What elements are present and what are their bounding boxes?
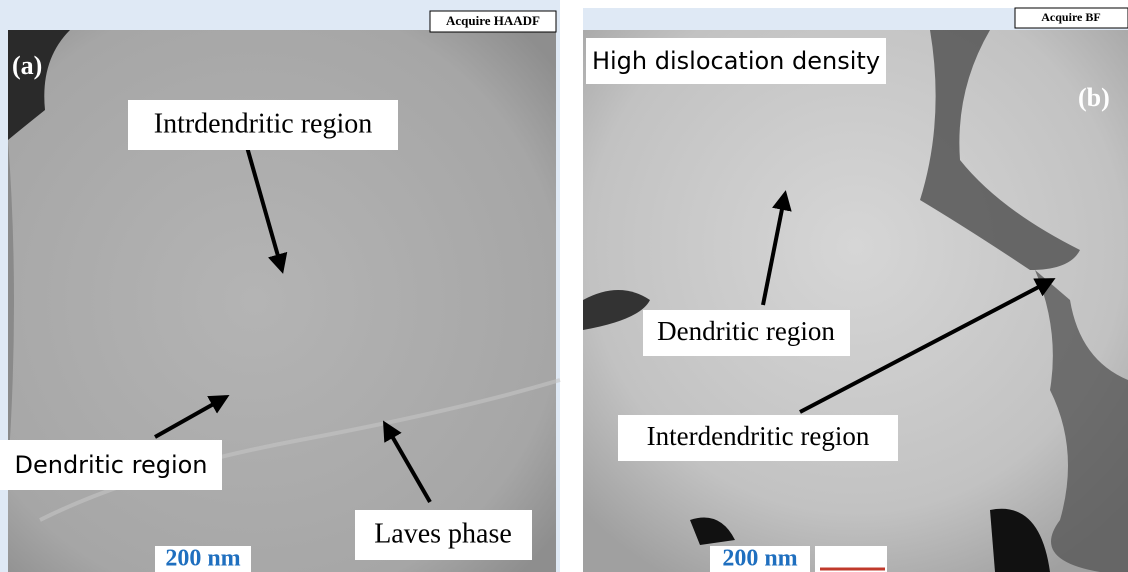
- scale-bar-label: 200 nm: [722, 546, 797, 572]
- mode-label: Acquire HAADF: [446, 13, 540, 28]
- panel-label: (a): [12, 51, 42, 80]
- panel-label: (b): [1078, 83, 1110, 112]
- annotation: Intrdendritic region: [154, 108, 372, 139]
- figure: Acquire HAADF (a) Intrdendritic region D…: [0, 0, 1128, 572]
- annotation: Dendritic region: [657, 316, 835, 346]
- mode-label: Acquire BF: [1041, 10, 1100, 24]
- panel-a: Acquire HAADF (a) Intrdendritic region D…: [0, 0, 560, 572]
- annotation: Interdendritic region: [647, 421, 870, 451]
- annotation: Dendritic region: [14, 451, 207, 479]
- panel-b: Acquire BF (b) High dislocation density …: [583, 8, 1128, 572]
- scale-bar-label: 200 nm: [165, 546, 240, 572]
- annotation: High dislocation density: [592, 47, 880, 75]
- annotation: Laves phase: [374, 518, 512, 549]
